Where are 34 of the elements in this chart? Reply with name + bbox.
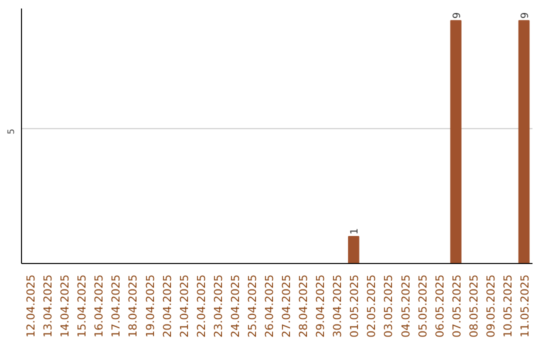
x-tick-label: 25.04.2025	[246, 274, 259, 338]
x-tick-label: 08.05.2025	[467, 274, 480, 338]
x-tick-label: 01.05.2025	[348, 274, 362, 338]
x-tick-label: 16.04.2025	[92, 274, 106, 338]
data-label: 9	[452, 12, 463, 19]
x-tick-label: 28.04.2025	[297, 274, 310, 338]
x-tick-label: 17.04.2025	[110, 274, 123, 338]
x-tick-label: 26.04.2025	[262, 274, 276, 338]
x-tick-label: 30.04.2025	[331, 274, 344, 338]
data-label: 1	[350, 228, 361, 235]
x-tick-label: 03.05.2025	[382, 274, 396, 338]
x-tick-label: 07.05.2025	[450, 274, 464, 338]
x-tick-label: 21.04.2025	[178, 274, 191, 338]
x-tick-label: 24.04.2025	[228, 274, 242, 338]
x-tick-label: 19.04.2025	[144, 274, 157, 338]
x-tick-label: 09.05.2025	[484, 274, 498, 338]
x-tick-label: 13.04.2025	[42, 274, 55, 338]
x-tick-label: 27.04.2025	[280, 274, 294, 338]
x-tick-label: 29.04.2025	[314, 274, 328, 338]
x-tick-label: 02.05.2025	[365, 274, 378, 338]
x-tick-label: 18.04.2025	[126, 274, 140, 338]
x-tick-label: 20.04.2025	[160, 274, 174, 338]
x-tick-label: 05.05.2025	[416, 274, 430, 338]
x-tick-label: 11.05.2025	[518, 274, 532, 338]
x-tick-label: 06.05.2025	[433, 274, 446, 338]
x-tick-label: 10.05.2025	[501, 274, 514, 338]
x-tick-label: 23.04.2025	[212, 274, 225, 338]
data-label: 9	[520, 12, 531, 19]
x-tick-label: 14.04.2025	[58, 274, 72, 338]
x-tick-label: 15.04.2025	[76, 274, 89, 338]
x-tick-label: 12.04.2025	[24, 274, 38, 338]
x-tick-label: 22.04.2025	[194, 274, 208, 338]
ref-line-label: 5	[7, 128, 17, 134]
x-tick-label: 04.05.2025	[399, 274, 412, 338]
